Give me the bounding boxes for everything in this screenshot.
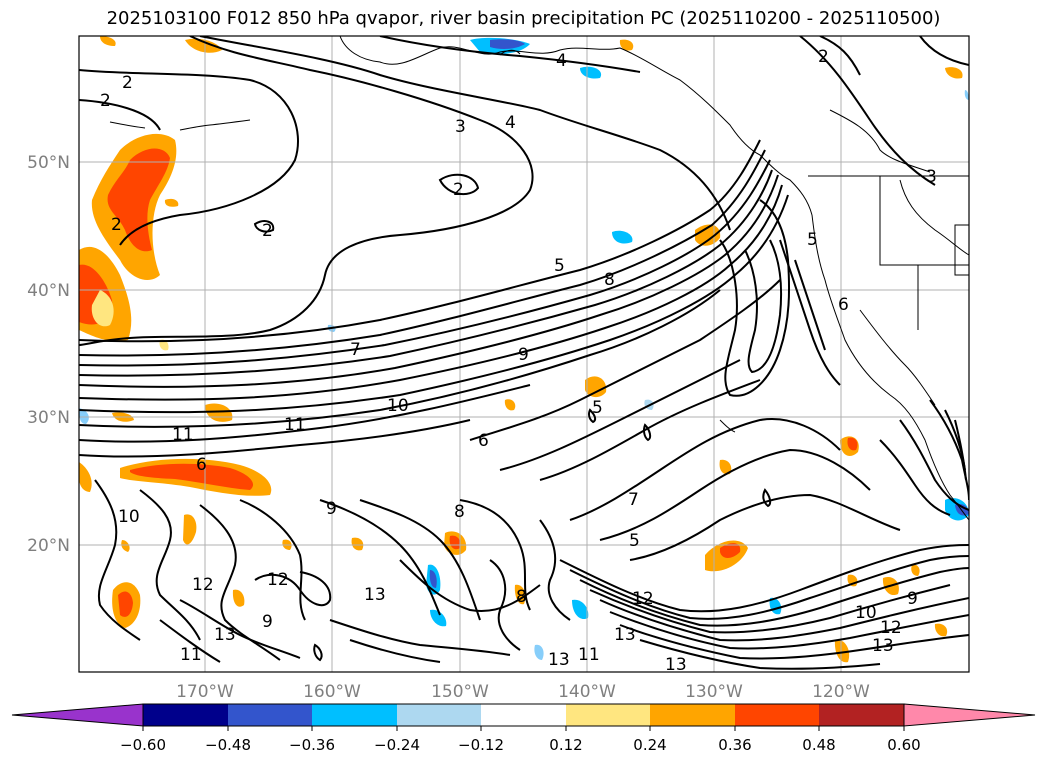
colorbar-tick: −0.12 [458,736,504,754]
lon-label-150w: 150°W [431,682,489,702]
contour-label: 8 [516,587,527,607]
colorbar-tick: 0.24 [633,736,666,754]
contour-label: 9 [262,612,273,632]
colorbar-tick: 0.12 [549,736,582,754]
contour-label: 13 [614,625,636,645]
contour-label: 13 [665,655,687,675]
contour-label: 9 [518,345,529,365]
map-frame [78,35,970,673]
colorbar-bin [228,704,312,726]
lon-label-140w: 140°W [558,682,616,702]
lat-label-50n: 50°N [27,153,70,173]
colorbar-bin [397,704,481,726]
colorbar-bin [819,704,904,726]
contour-label: 10 [387,396,409,416]
colorbar: −0.60 −0.48 −0.36 −0.24 −0.12 0.12 0.24 … [11,703,1036,754]
contour-label: 9 [907,589,918,609]
precip-shading [79,36,969,663]
contour-label: 5 [629,531,640,551]
colorbar-extend-low [11,703,144,727]
contour-label: 7 [350,340,361,360]
latitude-labels: 50°N 40°N 30°N 20°N [27,153,70,556]
lat-label-20n: 20°N [27,536,70,556]
contour-label: 6 [838,295,849,315]
colorbar-bin [312,704,397,726]
lon-label-170w: 170°W [176,682,234,702]
lon-label-130w: 130°W [685,682,743,702]
contour-label: 2 [111,215,122,235]
contour-label: 11 [578,645,600,665]
coastlines [109,36,969,521]
contour-label: 12 [632,589,654,609]
colorbar-bin [650,704,735,726]
contour-label: 11 [172,425,194,445]
colorbar-tick: −0.24 [374,736,420,754]
colorbar-bin [735,704,819,726]
colorbar-bin [481,704,566,726]
contour-label: 2 [453,180,464,200]
contour-label: 2 [100,91,111,111]
contour-label: 2 [818,47,829,67]
colorbar-tick: 0.36 [718,736,751,754]
contour-label: 13 [548,650,570,670]
colorbar-tick: −0.60 [120,736,166,754]
contour-label: 5 [554,256,565,276]
colorbar-bin [566,704,650,726]
longitude-labels: 170°W 160°W 150°W 140°W 130°W 120°W [176,682,870,702]
contour-label: 10 [118,507,140,527]
contour-label: 8 [454,502,465,522]
contour-label: 13 [872,636,894,656]
contour-label: 2 [262,221,273,241]
contour-label: 11 [180,645,202,665]
contour-labels: 2 2 2 2 2 2 3 3 4 4 5 5 5 5 6 6 6 7 7 8 … [100,47,937,675]
contour-label: 12 [267,570,289,590]
contour-label: 10 [855,603,877,623]
contour-label: 12 [880,618,902,638]
lat-label-40n: 40°N [27,281,70,301]
contour-label: 4 [505,113,516,133]
qvapor-contours [79,36,969,670]
lon-label-160w: 160°W [303,682,361,702]
contour-label: 3 [455,117,466,137]
contour-label: 8 [604,270,615,290]
lat-label-30n: 30°N [27,408,70,428]
contour-label: 6 [478,431,489,451]
contour-label: 5 [807,230,818,250]
colorbar-bin [143,704,228,726]
contour-label: 2 [122,73,133,93]
contour-label: 9 [326,499,337,519]
contour-label: 6 [196,455,207,475]
colorbar-tick: −0.36 [289,736,335,754]
colorbar-extend-high [903,703,1036,727]
contour-label: 11 [284,415,306,435]
contour-label: 12 [192,575,214,595]
contour-label: 13 [214,625,236,645]
colorbar-tick: 0.48 [802,736,835,754]
map-title: 2025103100 F012 850 hPa qvapor, river ba… [106,8,941,29]
contour-label: 3 [926,167,937,187]
contour-label: 7 [628,490,639,510]
contour-label: 13 [364,585,386,605]
colorbar-tick: 0.60 [887,736,920,754]
contour-label: 5 [592,398,603,418]
colorbar-tick: −0.48 [205,736,251,754]
lon-label-120w: 120°W [812,682,870,702]
contour-label: 4 [556,51,567,71]
